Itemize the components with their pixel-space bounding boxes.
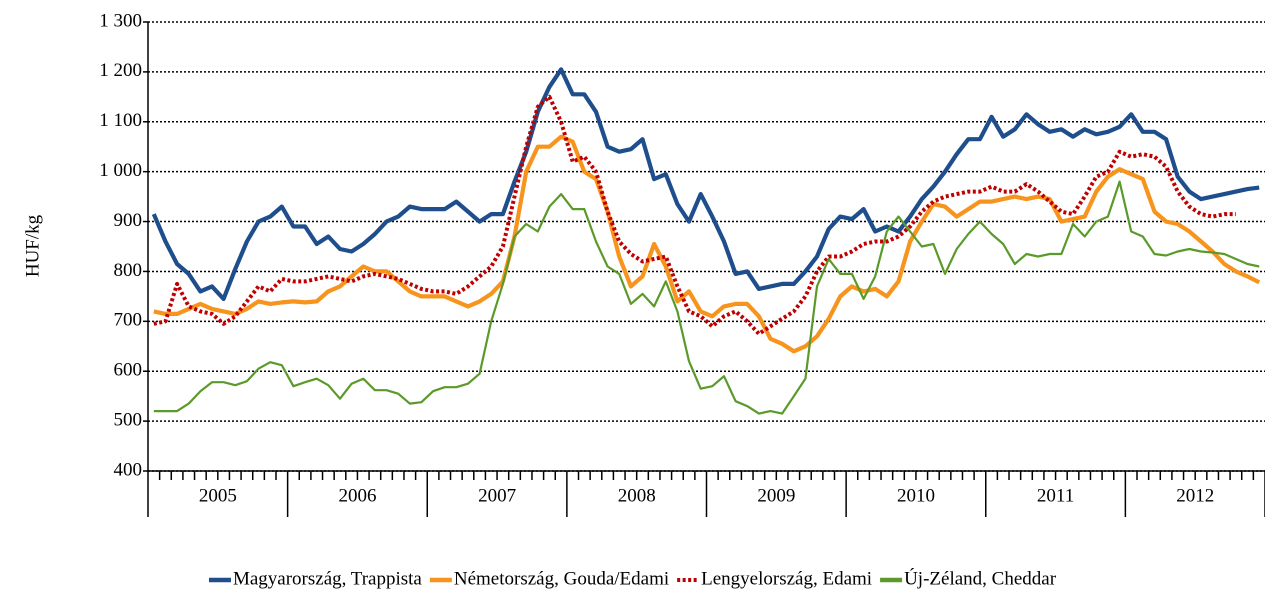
x-tick-label: 2006 (338, 485, 376, 506)
y-tick-label: 400 (114, 459, 143, 480)
y-tick-label: 600 (114, 360, 143, 381)
x-tick-label: 2012 (1176, 485, 1214, 506)
x-tick-label: 2011 (1037, 485, 1074, 506)
x-tick-label: 2005 (199, 485, 237, 506)
y-tick-label: 1 200 (99, 60, 142, 81)
y-tick-label: 500 (114, 409, 143, 430)
y-tick-label: 800 (114, 260, 143, 281)
x-tick-label: 2009 (757, 485, 795, 506)
y-tick-label: 1 100 (99, 110, 142, 131)
legend-label: Lengyelország, Edami (701, 568, 872, 589)
legend-label: Új-Zéland, Cheddar (904, 567, 1057, 589)
y-tick-label: 1 000 (99, 160, 142, 181)
legend-label: Németország, Gouda/Edami (454, 568, 669, 589)
y-tick-label: 900 (114, 210, 143, 231)
series-line (153, 134, 1261, 354)
y-tick-label: 700 (114, 310, 143, 331)
series-line (153, 94, 1236, 336)
y-axis-label: HUF/kg (22, 214, 43, 277)
x-tick-label: 2010 (897, 485, 935, 506)
x-tick-label: 2008 (618, 485, 656, 506)
series-line (153, 180, 1260, 415)
x-tick-label: 2007 (478, 485, 516, 506)
series-line (151, 67, 1260, 301)
y-tick-label: 1 300 (99, 10, 142, 31)
legend-label: Magyarország, Trappista (233, 568, 422, 589)
